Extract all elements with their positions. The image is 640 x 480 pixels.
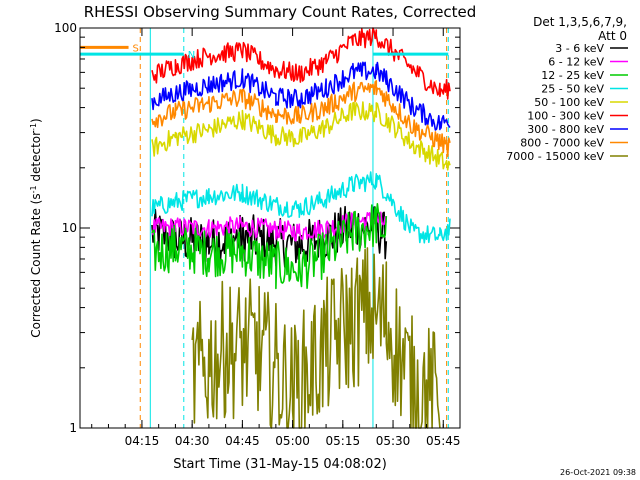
series-line-800-7000-kev (151, 80, 451, 158)
footer-timestamp: 26-Oct-2021 09:38 (560, 468, 636, 477)
x-tick-label-04-45: 04:45 (225, 434, 260, 448)
x-tick-label-04-30: 04:30 (175, 434, 210, 448)
series-line-100-300-kev (151, 27, 451, 100)
legend-label-800-7000-kev: 800 - 7000 keV (520, 137, 604, 150)
legend-label-300-800-kev: 300 - 800 keV (527, 123, 604, 136)
x-tick-label-05-45: 05:45 (426, 434, 461, 448)
series-line-50-100-kev (151, 101, 451, 171)
y-tick-label-100: 100 (54, 21, 77, 35)
series-line-300-800-kev (151, 61, 451, 131)
series-line-25-50-kev (151, 171, 451, 244)
y-axis-label: Corrected Count Rate (s-1 detector-1) (29, 118, 44, 337)
y-tick-label-1: 1 (69, 421, 77, 435)
axes: 04:15 04:30 04:45 05:00 05:15 05:30 05:45 1 10 10… (54, 21, 460, 448)
series-layer (151, 27, 451, 429)
x-tick-label-05-15: 05:15 (326, 434, 361, 448)
x-tick-label-04-15: 04:15 (125, 434, 160, 448)
x-tick-label-05-30: 05:30 (376, 434, 411, 448)
flag-label-s: S (133, 43, 139, 54)
legend-label-50-100-kev: 50 - 100 keV (534, 96, 604, 109)
legend-label-7000-15000-kev: 7000 - 15000 keV (506, 150, 604, 163)
legend-label-12-25-kev: 12 - 25 keV (541, 69, 604, 82)
chart-title: RHESSI Observing Summary Count Rates, Co… (84, 3, 477, 21)
series-line-7000-15000-kev (191, 247, 441, 429)
x-tick-label-05-00: 05:00 (275, 434, 310, 448)
y-tick-label-10: 10 (62, 221, 77, 235)
series-line-12-25-kev (151, 203, 388, 290)
legend-label-6-12-kev: 6 - 12 keV (548, 56, 604, 69)
legend-label-3-6-kev: 3 - 6 keV (555, 42, 604, 55)
legend-label-100-300-kev: 100 - 300 keV (527, 110, 604, 123)
x-axis-label: Start Time (31-May-15 04:08:02) (173, 457, 387, 472)
flag-bars: SN (80, 43, 449, 61)
legend-label-25-50-kev: 25 - 50 keV (541, 83, 604, 96)
flag-label-n: N (188, 50, 195, 61)
legend-header-att: Att 0 (598, 29, 627, 43)
legend-header: Det 1,3,5,6,7,9, (533, 15, 627, 29)
